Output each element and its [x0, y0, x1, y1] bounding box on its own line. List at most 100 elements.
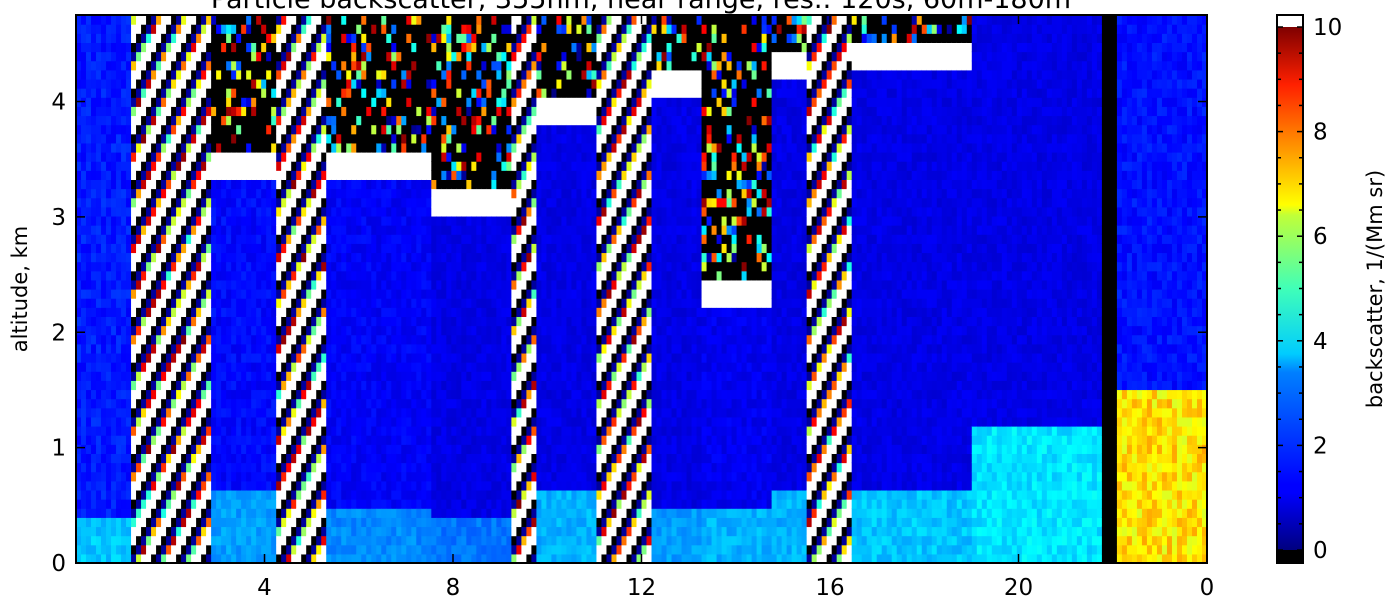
heatmap-cell [96, 69, 102, 80]
heatmap-cell [326, 234, 332, 244]
heatmap-cell [411, 279, 417, 290]
heatmap-cell [76, 42, 82, 53]
heatmap-cell [101, 106, 107, 117]
heatmap-cell [86, 471, 92, 482]
heatmap-cell [116, 389, 122, 400]
heatmap-cell [381, 508, 387, 518]
heatmap-cell [231, 142, 237, 153]
heatmap-cell [191, 234, 197, 244]
heatmap-cell [451, 307, 457, 317]
heatmap-cell [356, 42, 362, 53]
heatmap-cell [161, 42, 167, 53]
heatmap-cell [101, 188, 107, 199]
heatmap-cell [426, 215, 432, 226]
heatmap-cell [306, 298, 312, 308]
heatmap-cell [131, 307, 137, 317]
heatmap-cell [446, 325, 452, 336]
heatmap-cell [361, 462, 367, 473]
heatmap-cell [176, 225, 182, 235]
heatmap-cell [186, 307, 192, 317]
heatmap-cell [171, 544, 177, 555]
heatmap-cell [281, 416, 287, 427]
heatmap-cell [91, 225, 97, 235]
heatmap-cell [96, 334, 102, 345]
heatmap-cell [456, 69, 462, 80]
heatmap-cell [306, 398, 312, 409]
heatmap-cell [171, 179, 177, 190]
heatmap-cell [416, 252, 422, 263]
heatmap-cell [206, 416, 212, 427]
heatmap-cell [451, 234, 457, 244]
heatmap-cell [86, 152, 92, 162]
heatmap-cell [196, 170, 202, 180]
heatmap-cell [461, 343, 467, 354]
heatmap-cell [486, 225, 492, 235]
heatmap-cell [456, 508, 462, 518]
heatmap-cell [401, 371, 407, 381]
heatmap-cell [446, 407, 452, 418]
heatmap-cell [396, 553, 402, 563]
heatmap-cell [256, 435, 262, 445]
heatmap-cell [271, 544, 277, 555]
heatmap-cell [216, 234, 222, 244]
heatmap-cell [166, 526, 172, 537]
heatmap-cell [76, 60, 82, 71]
heatmap-cell [221, 453, 227, 464]
heatmap-cell [316, 15, 322, 25]
heatmap-cell [431, 24, 437, 34]
heatmap-cell [96, 544, 102, 555]
heatmap-cell [426, 407, 432, 418]
heatmap-cell [456, 78, 462, 89]
heatmap-cell [156, 261, 162, 272]
heatmap-cell [131, 106, 137, 117]
heatmap-cell [236, 471, 242, 482]
heatmap-cell [186, 279, 192, 290]
heatmap-cell [421, 480, 427, 491]
heatmap-cell [396, 407, 402, 418]
heatmap-cell [426, 499, 432, 509]
heatmap-cell [316, 535, 322, 546]
heatmap-cell [276, 325, 282, 336]
heatmap-cell [321, 69, 327, 80]
heatmap-cell [336, 69, 342, 80]
heatmap-cell [186, 170, 192, 180]
heatmap-cell [351, 197, 357, 208]
heatmap-cell [451, 298, 457, 308]
heatmap-cell [221, 15, 227, 25]
heatmap-cell [476, 106, 482, 117]
heatmap-cell [186, 334, 192, 345]
heatmap-cell [371, 398, 377, 409]
heatmap-cell [271, 24, 277, 34]
heatmap-cell [266, 389, 272, 400]
heatmap-cell [131, 24, 137, 34]
heatmap-cell [391, 115, 397, 126]
heatmap-cell [271, 298, 277, 308]
heatmap-cell [266, 179, 272, 190]
heatmap-cell [351, 161, 357, 171]
heatmap-cell [386, 508, 392, 518]
heatmap-cell [256, 462, 262, 473]
heatmap-cell [451, 544, 457, 555]
heatmap-cell [221, 179, 227, 190]
heatmap-cell [311, 298, 317, 308]
heatmap-cell [96, 416, 102, 427]
heatmap-cell [361, 115, 367, 126]
heatmap-cell [396, 115, 402, 126]
heatmap-cell [176, 380, 182, 391]
heatmap-cell [181, 289, 187, 299]
heatmap-cell [381, 453, 387, 464]
heatmap-cell [421, 316, 427, 327]
heatmap-cell [171, 261, 177, 272]
heatmap-cell [251, 289, 257, 299]
heatmap-cell [391, 553, 397, 563]
heatmap-cell [466, 480, 472, 491]
heatmap-cell [271, 243, 277, 254]
heatmap-cell [191, 489, 197, 500]
heatmap-cell [446, 15, 452, 25]
heatmap-cell [211, 352, 217, 363]
heatmap-cell [191, 380, 197, 391]
heatmap-cell [481, 398, 487, 409]
heatmap-cell [376, 389, 382, 400]
heatmap-cell [256, 398, 262, 409]
heatmap-cell [231, 535, 237, 546]
